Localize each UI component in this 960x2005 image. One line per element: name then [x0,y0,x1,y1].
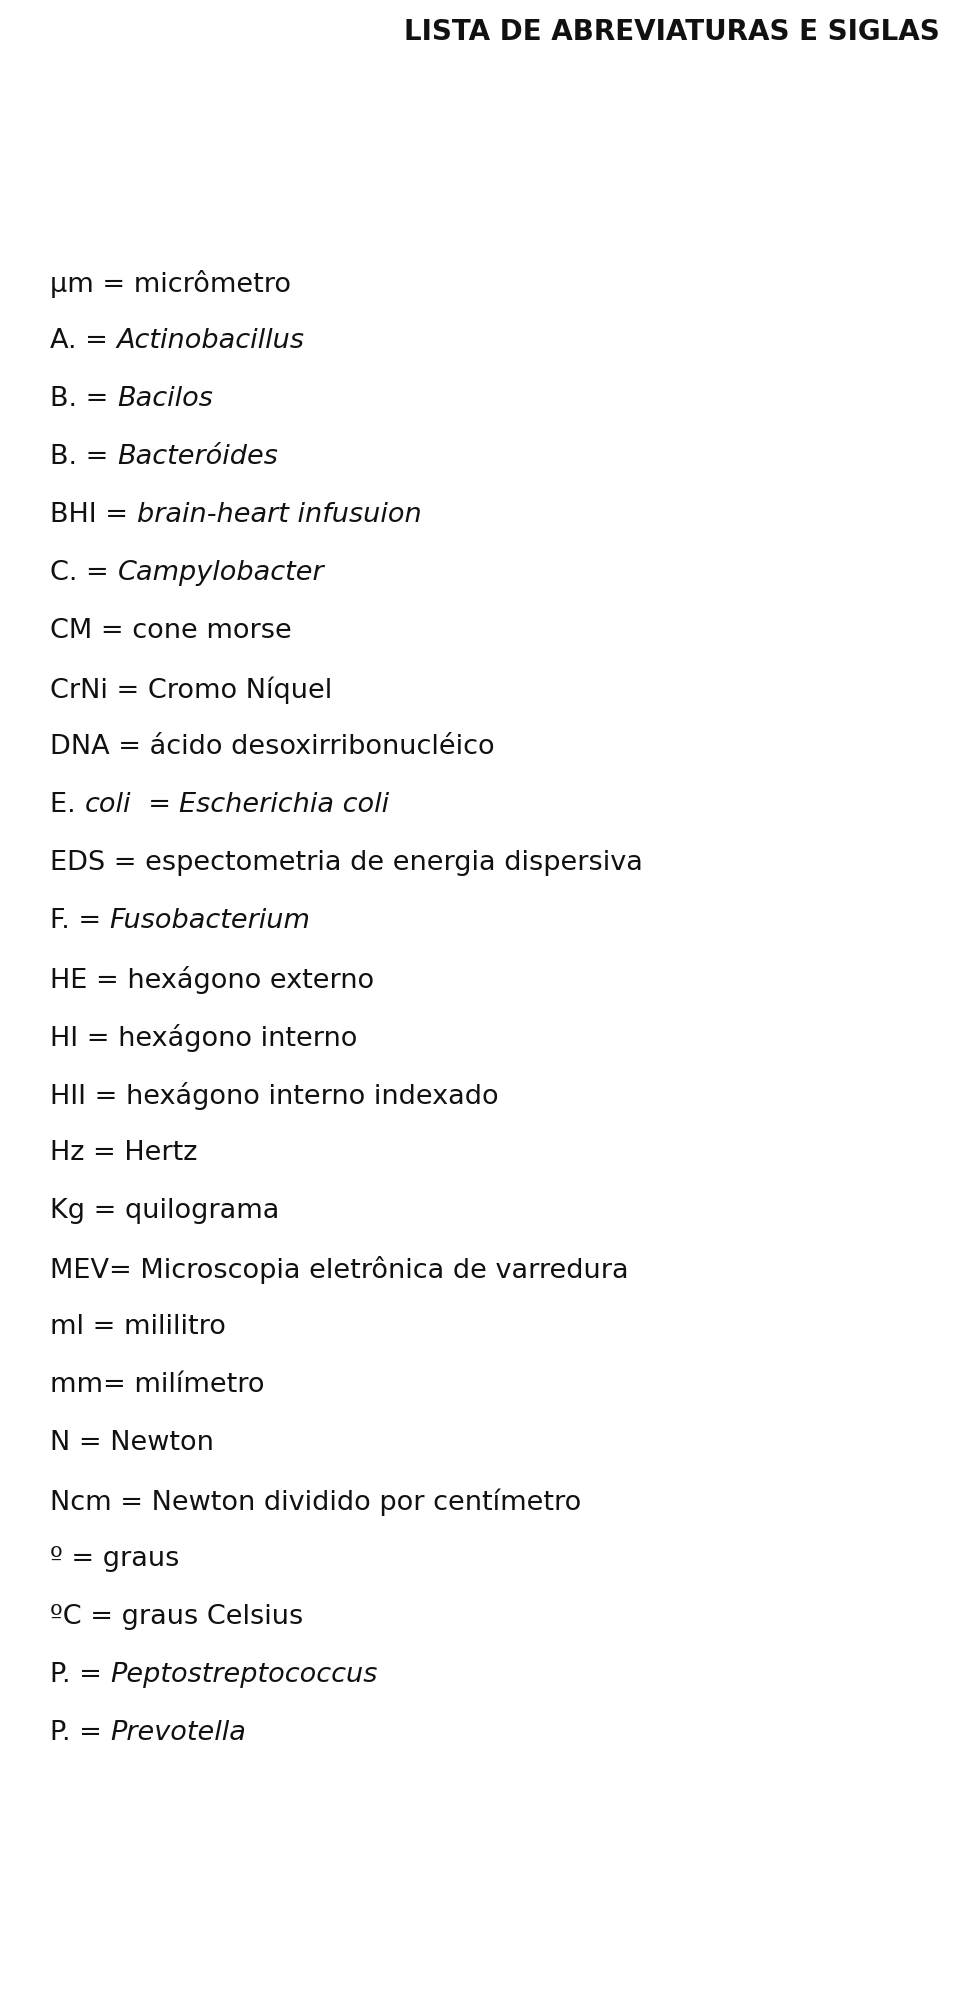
Text: HE = hexágono externo: HE = hexágono externo [50,966,374,994]
Text: Ncm = Newton dividido por centímetro: Ncm = Newton dividido por centímetro [50,1488,581,1516]
Text: DNA = ácido desoxirribonucléico: DNA = ácido desoxirribonucléico [50,734,494,760]
Text: BHI =: BHI = [50,501,136,527]
Text: Campylobacter: Campylobacter [117,559,324,585]
Text: Actinobacillus: Actinobacillus [116,329,304,355]
Text: Bacilos: Bacilos [117,387,213,411]
Text: C. =: C. = [50,559,117,585]
Text: μm = micrômetro: μm = micrômetro [50,271,291,299]
Text: HII = hexágono interno indexado: HII = hexágono interno indexado [50,1083,498,1111]
Text: coli: coli [84,792,131,818]
Text: F. =: F. = [50,908,109,934]
Text: ºC = graus Celsius: ºC = graus Celsius [50,1604,303,1630]
Text: B. =: B. = [50,387,117,411]
Text: Kg = quilograma: Kg = quilograma [50,1199,279,1223]
Text: CrNi = Cromo Níquel: CrNi = Cromo Níquel [50,676,332,704]
Text: MEV= Microscopia eletrônica de varredura: MEV= Microscopia eletrônica de varredura [50,1255,629,1283]
Text: Bacteróides: Bacteróides [117,443,277,469]
Text: EDS = espectometria de energia dispersiva: EDS = espectometria de energia dispersiv… [50,850,643,876]
Text: Hz = Hertz: Hz = Hertz [50,1141,198,1167]
Text: mm= milímetro: mm= milímetro [50,1371,265,1397]
Text: Escherichia coli: Escherichia coli [180,792,390,818]
Text: brain-heart infusuion: brain-heart infusuion [136,501,421,527]
Text: Fusobacterium: Fusobacterium [109,908,311,934]
Text: A. =: A. = [50,329,116,355]
Text: P. =: P. = [50,1720,110,1746]
Text: HI = hexágono interno: HI = hexágono interno [50,1025,357,1053]
Text: CM = cone morse: CM = cone morse [50,618,292,644]
Text: Peptostreptococcus: Peptostreptococcus [110,1662,378,1688]
Text: P. =: P. = [50,1662,110,1688]
Text: ml = mililitro: ml = mililitro [50,1313,226,1339]
Text: E.: E. [50,792,84,818]
Text: º = graus: º = graus [50,1546,180,1572]
Text: =: = [131,792,180,818]
Text: Prevotella: Prevotella [110,1720,247,1746]
Text: LISTA DE ABREVIATURAS E SIGLAS: LISTA DE ABREVIATURAS E SIGLAS [404,18,940,46]
Text: B. =: B. = [50,443,117,469]
Text: N = Newton: N = Newton [50,1430,214,1456]
